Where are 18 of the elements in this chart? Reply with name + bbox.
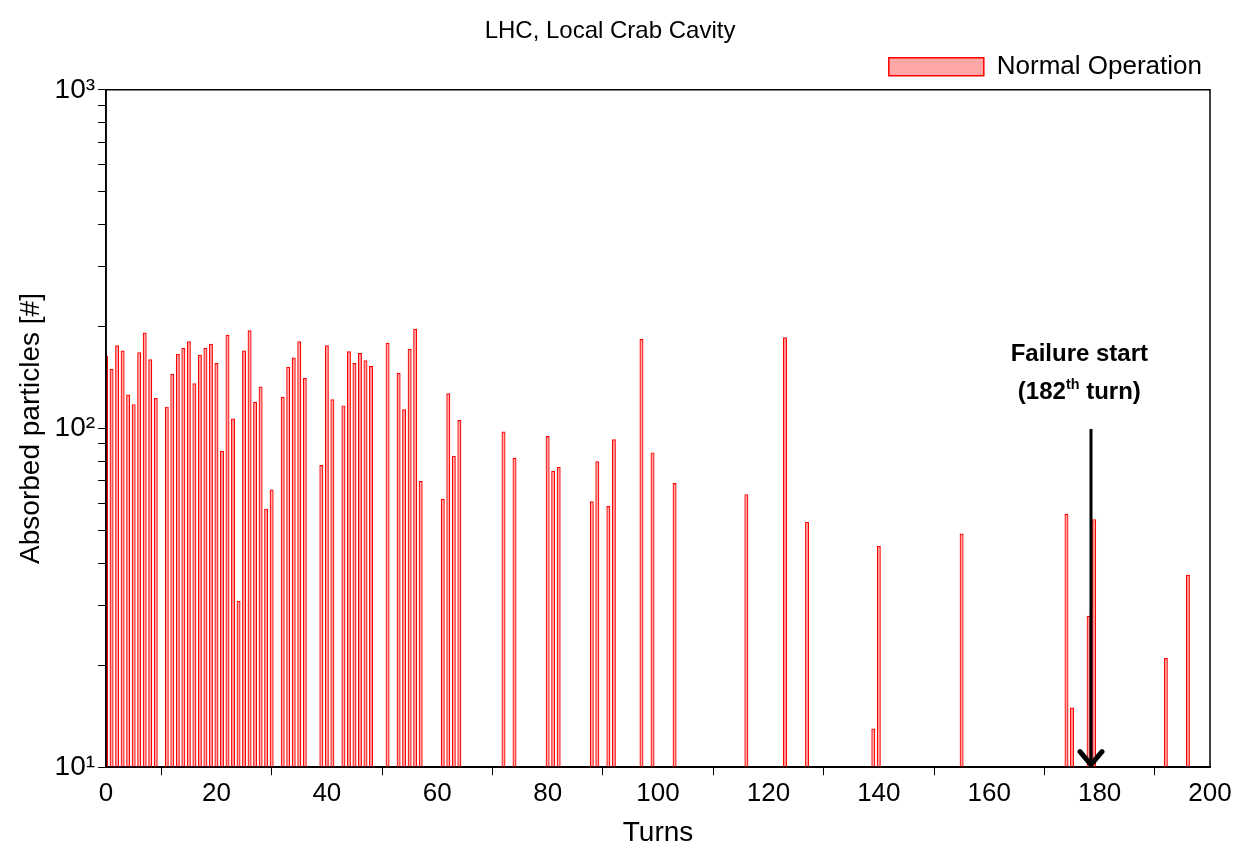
y-tick-label: 10² xyxy=(54,411,96,443)
chart-title: LHC, Local Crab Cavity xyxy=(484,16,736,44)
x-tick-label: 40 xyxy=(312,776,342,807)
x-tick-label: 80 xyxy=(533,776,563,807)
y-axis-title: Absorbed particles [#] xyxy=(13,293,45,564)
x-tick-label: 120 xyxy=(746,776,791,807)
y-tick-label: 10³ xyxy=(54,72,96,104)
y-tick-label: 10¹ xyxy=(54,749,96,781)
x-tick-label: 0 xyxy=(98,776,114,807)
x-tick-label: 20 xyxy=(202,776,231,807)
x-tick-label: 180 xyxy=(1077,776,1122,807)
x-tick-label: 200 xyxy=(1188,776,1232,807)
x-axis-title: Turns xyxy=(622,815,694,847)
x-tick-label: 160 xyxy=(967,776,1011,807)
x-tick-label: 100 xyxy=(636,776,680,807)
x-tick-label: 60 xyxy=(422,776,452,807)
x-tick-label: 140 xyxy=(857,776,901,807)
legend-label: Normal Operation xyxy=(996,49,1203,80)
